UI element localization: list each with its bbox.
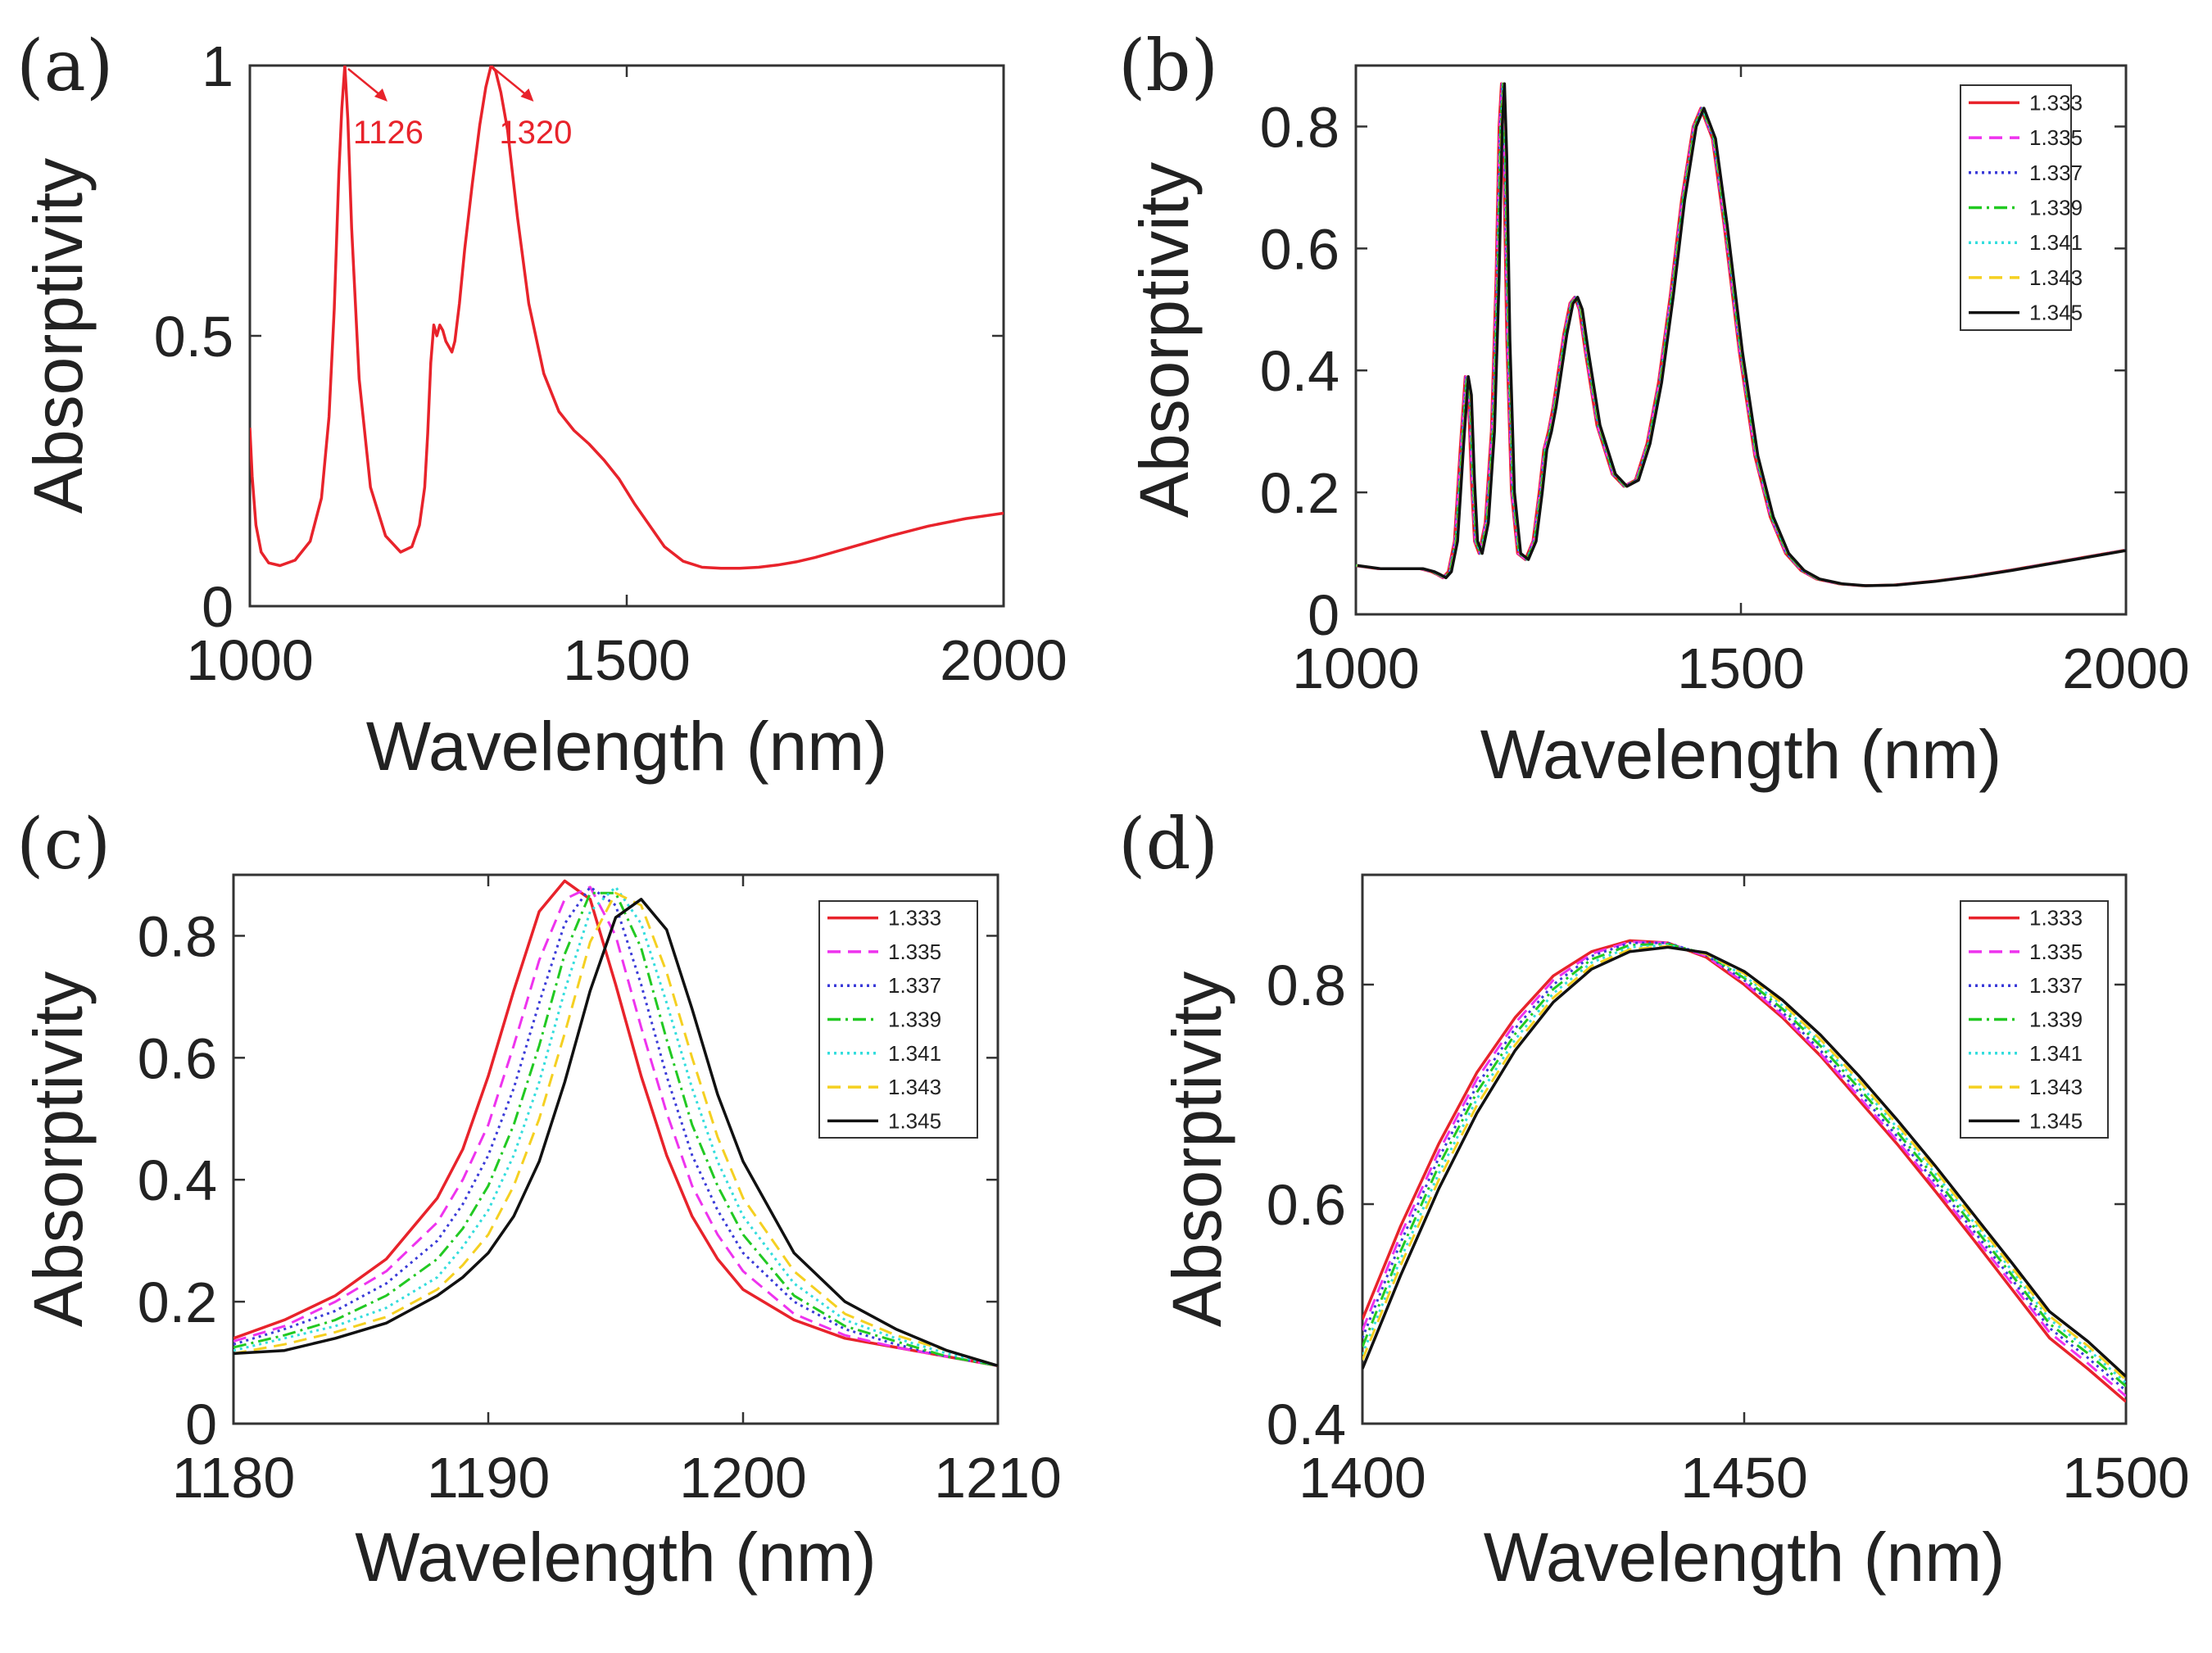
legend-entry: 1.343 [2029,1075,2083,1099]
y-tick-label: 0.4 [138,1148,217,1212]
series-line-1.333 [1362,939,2126,1403]
legend-entry: 1.337 [2029,973,2083,998]
y-tick-label: 0 [202,575,233,639]
series-line-1.337 [1362,941,2126,1392]
legend-entry: 1.339 [2029,196,2083,220]
series-group-d [1362,939,2126,1403]
panel-label-a: (a) [16,25,113,107]
legend-entry: 1.341 [888,1041,941,1066]
x-tick-label: 1000 [186,628,314,692]
series-line-1.339 [1362,942,2126,1388]
legend-entry: 1.341 [2029,1041,2083,1066]
annotation-arrowhead [374,88,388,102]
y-axis-title: Absorptivity [1158,971,1235,1327]
y-tick-label: 0.6 [1260,217,1339,281]
x-axis-title: Wavelength (nm) [366,708,887,785]
y-tick-label: 0.6 [138,1026,217,1090]
legend-entry: 1.343 [888,1075,941,1099]
x-tick-label: 1200 [679,1446,807,1510]
x-axis-title: Wavelength (nm) [1484,1519,2005,1596]
series-line-1.341 [233,885,998,1367]
y-tick-label: 1 [202,34,233,98]
x-tick-label: 1210 [934,1446,1062,1510]
y-tick-label: 0 [1308,583,1339,647]
y-tick-label: 0.5 [154,305,233,369]
y-tick-label: 0.6 [1267,1173,1346,1237]
series-line-1.343 [1362,944,2126,1381]
series-line-1.339 [233,891,998,1367]
x-tick-label: 1180 [172,1446,296,1510]
panel-label-d: (d) [1118,804,1218,885]
series-group-c [233,879,998,1368]
legend-entry: 1.335 [888,940,941,964]
x-tick-label: 1500 [2062,1446,2190,1510]
y-tick-label: 0.4 [1267,1393,1346,1456]
series-line-1.345 [1362,945,2126,1378]
legend-d: 1.333 1.335 1.337 1.339 1.341 1.343 1.345 [1960,900,2109,1139]
panel-d: (d) 1400 1450 1500 0.4 0.6 0.8 Wavelength (nm) A… [1118,804,2190,1596]
annotation-label: 1320 [499,115,572,151]
panel-a: (a) 1000 1500 2000 0 0.5 1 Wavelength (nm) Absor… [16,25,1067,785]
x-tick-label: 1000 [1292,636,1420,700]
legend-entry: 1.337 [2029,161,2083,185]
y-tick-label: 0.8 [1260,95,1339,159]
legend-entry: 1.335 [2029,125,2083,150]
series-line-1.343 [233,891,998,1367]
legend-entry: 1.345 [888,1108,941,1133]
legend-entry: 1.333 [888,906,941,931]
legend-entry: 1.333 [2029,906,2083,931]
legend-entry: 1.339 [2029,1008,2083,1032]
y-tick-label: 0.2 [138,1270,217,1334]
series-line-1.337 [233,885,998,1367]
series-line-absorptivity [250,66,1004,570]
legend-entry: 1.341 [2029,230,2083,255]
x-tick-label: 2000 [940,628,1067,692]
panel-b: (b) 1000 1500 2000 0 0.2 0.4 0.6 0.8 Wavelength (… [1118,25,2190,793]
x-tick-label: 1450 [1680,1446,1808,1510]
panel-c: (c) 1180 1190 1200 1210 0 0.2 0.4 0.6 0.8 Waveleng… [16,804,1062,1596]
x-axis-title: Wavelength (nm) [355,1519,876,1596]
series-group-b [1356,82,2126,587]
y-tick-label: 0.8 [1267,953,1346,1017]
annotation-label: 1126 [353,115,424,151]
y-axis-title: Absorptivity [20,971,97,1327]
x-tick-label: 1190 [427,1446,551,1510]
legend-entry: 1.339 [888,1008,941,1032]
x-axis-title: Wavelength (nm) [1480,716,2001,793]
y-axis-title: Absorptivity [1126,162,1203,518]
legend-c: 1.333 1.335 1.337 1.339 1.341 1.343 1.345 [818,900,978,1139]
panel-label-c: (c) [16,804,111,885]
series-group-a [250,66,1004,570]
series-line-1.345 [233,898,998,1367]
y-tick-label: 0 [185,1393,217,1456]
x-tick-label: 1400 [1299,1446,1426,1510]
legend-entry: 1.335 [2029,940,2083,964]
panel-label-b: (b) [1118,25,1218,107]
legend-box [1960,900,2109,1139]
y-tick-label: 0.4 [1260,339,1339,403]
x-tick-label: 2000 [2062,636,2190,700]
axes-box-c [232,873,999,1425]
legend-b: 1.333 1.335 1.337 1.339 1.341 1.343 1.345 [1960,84,2083,331]
x-tick-label: 1500 [1677,636,1805,700]
legend-entry: 1.343 [2029,265,2083,290]
y-axis-title: Absorptivity [20,158,97,514]
legend-entry: 1.345 [2029,1108,2083,1133]
series-line-1.335 [1362,940,2126,1397]
series-line-1.345 [1357,82,2126,587]
annotation-arrowhead [520,88,534,102]
legend-entry: 1.337 [888,973,941,998]
y-tick-label: 0.8 [138,904,217,968]
legend-entry: 1.345 [2029,301,2083,325]
y-tick-label: 0.2 [1260,461,1339,525]
x-tick-label: 1500 [563,628,691,692]
series-line-1.333 [233,879,998,1368]
series-line-1.335 [233,885,998,1367]
legend-entry: 1.333 [2029,90,2083,115]
